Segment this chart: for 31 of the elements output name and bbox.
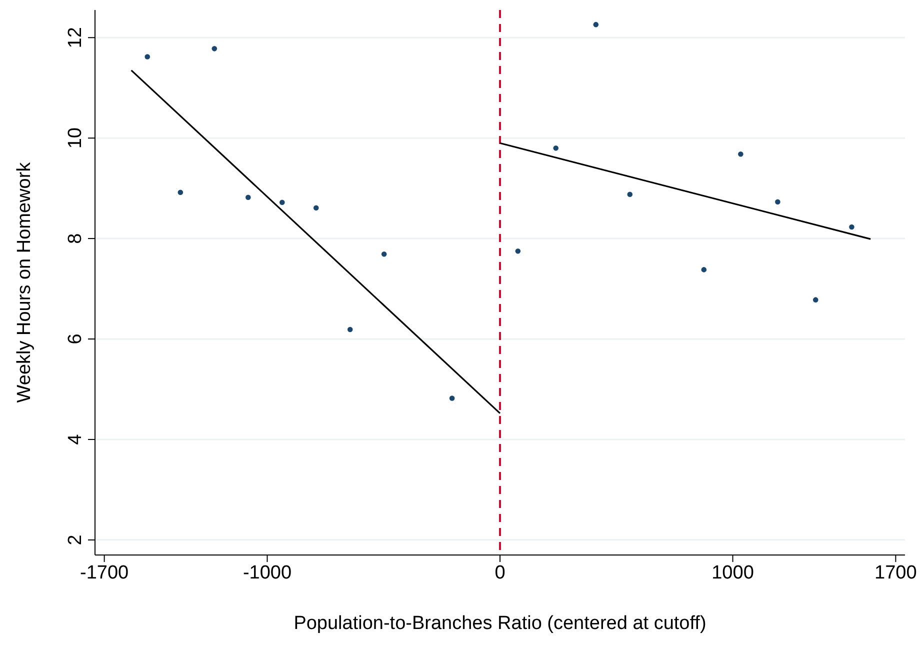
- x-tick-label: 1700: [874, 562, 917, 584]
- point: [775, 199, 780, 205]
- point: [313, 205, 319, 211]
- point: [178, 190, 184, 195]
- point: [515, 248, 521, 254]
- y-tick-label: 8: [65, 233, 86, 244]
- point: [627, 192, 633, 197]
- x-tick-label: -1700: [80, 562, 129, 584]
- point: [553, 145, 559, 151]
- point: [246, 194, 251, 200]
- point: [449, 396, 455, 401]
- point: [212, 46, 218, 52]
- point: [812, 297, 818, 302]
- y-tick-label: 10: [65, 128, 86, 149]
- x-tick-label: 1000: [712, 562, 754, 584]
- point: [381, 251, 387, 257]
- point: [701, 267, 707, 272]
- point: [347, 326, 353, 332]
- point: [144, 54, 150, 60]
- y-tick-label: 6: [65, 334, 86, 344]
- y-tick-label: 2: [65, 534, 86, 546]
- y-tick-label: 4: [65, 434, 86, 445]
- point: [279, 200, 285, 206]
- x-axis-title: Population-to-Branches Ratio (centered at cutoff): [294, 613, 706, 634]
- point: [593, 22, 599, 28]
- x-tick-label: 0: [494, 562, 506, 584]
- point: [738, 152, 744, 157]
- x-tick-label: -1000: [242, 562, 292, 584]
- point: [849, 224, 854, 230]
- y-tick-label: 12: [65, 27, 86, 48]
- y-axis-title: Weekly Hours on Homework: [14, 162, 35, 403]
